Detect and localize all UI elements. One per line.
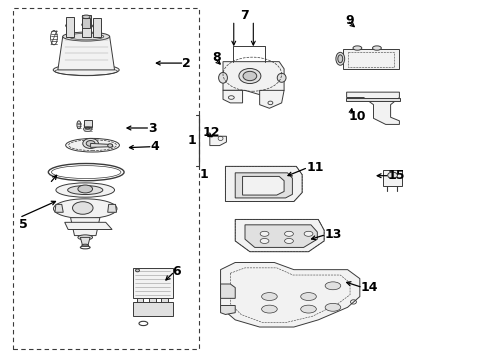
Polygon shape bbox=[133, 268, 172, 298]
Text: 3: 3 bbox=[148, 122, 157, 135]
Ellipse shape bbox=[262, 293, 277, 301]
Polygon shape bbox=[71, 218, 100, 235]
Polygon shape bbox=[260, 90, 284, 108]
Bar bbox=[84, 120, 92, 127]
Ellipse shape bbox=[82, 23, 91, 27]
Text: 6: 6 bbox=[172, 265, 181, 278]
Ellipse shape bbox=[325, 303, 341, 311]
Polygon shape bbox=[55, 204, 63, 212]
Ellipse shape bbox=[84, 122, 91, 129]
Ellipse shape bbox=[66, 138, 120, 152]
Polygon shape bbox=[223, 90, 243, 103]
Ellipse shape bbox=[304, 231, 313, 236]
Text: 4: 4 bbox=[151, 140, 159, 153]
Polygon shape bbox=[220, 284, 235, 298]
Text: 1: 1 bbox=[187, 134, 196, 147]
Text: 13: 13 bbox=[324, 228, 342, 241]
Ellipse shape bbox=[63, 32, 110, 41]
Ellipse shape bbox=[277, 73, 286, 82]
Ellipse shape bbox=[301, 293, 317, 301]
Bar bbox=[82, 15, 91, 37]
Ellipse shape bbox=[388, 172, 397, 179]
Ellipse shape bbox=[108, 144, 113, 147]
Ellipse shape bbox=[77, 121, 81, 129]
Text: 15: 15 bbox=[388, 169, 405, 182]
Polygon shape bbox=[235, 173, 293, 198]
Bar bbox=[161, 298, 168, 306]
Ellipse shape bbox=[353, 46, 362, 50]
Ellipse shape bbox=[219, 72, 227, 83]
Ellipse shape bbox=[86, 140, 95, 146]
Ellipse shape bbox=[260, 231, 269, 236]
Ellipse shape bbox=[338, 55, 343, 63]
Polygon shape bbox=[383, 170, 402, 186]
Ellipse shape bbox=[262, 305, 277, 313]
Polygon shape bbox=[65, 222, 112, 229]
Ellipse shape bbox=[285, 238, 294, 243]
Ellipse shape bbox=[83, 138, 98, 148]
Polygon shape bbox=[245, 225, 318, 247]
Bar bbox=[137, 298, 144, 306]
Ellipse shape bbox=[136, 269, 140, 272]
Bar bbox=[82, 18, 90, 28]
Bar bbox=[66, 17, 74, 37]
Bar bbox=[13, 8, 198, 348]
Ellipse shape bbox=[372, 46, 381, 50]
Ellipse shape bbox=[336, 52, 344, 65]
Polygon shape bbox=[220, 306, 235, 315]
Polygon shape bbox=[108, 204, 117, 212]
Ellipse shape bbox=[53, 199, 117, 219]
Polygon shape bbox=[210, 136, 226, 145]
Polygon shape bbox=[343, 49, 399, 69]
Polygon shape bbox=[345, 98, 400, 101]
Text: 1: 1 bbox=[200, 168, 209, 181]
Text: 8: 8 bbox=[212, 51, 220, 64]
Ellipse shape bbox=[82, 244, 89, 246]
Polygon shape bbox=[235, 220, 324, 252]
Text: 2: 2 bbox=[182, 57, 191, 69]
Ellipse shape bbox=[82, 15, 90, 19]
Ellipse shape bbox=[93, 24, 101, 28]
Ellipse shape bbox=[243, 71, 257, 81]
Polygon shape bbox=[133, 302, 172, 316]
Text: 9: 9 bbox=[345, 14, 354, 27]
Ellipse shape bbox=[53, 64, 119, 76]
Ellipse shape bbox=[56, 183, 115, 197]
Ellipse shape bbox=[301, 305, 317, 313]
Text: 7: 7 bbox=[240, 9, 249, 22]
Polygon shape bbox=[225, 166, 302, 202]
Ellipse shape bbox=[73, 202, 93, 214]
Text: 5: 5 bbox=[19, 218, 28, 231]
Polygon shape bbox=[220, 262, 360, 327]
Polygon shape bbox=[243, 176, 284, 195]
Ellipse shape bbox=[78, 235, 93, 240]
Polygon shape bbox=[80, 237, 90, 244]
Ellipse shape bbox=[239, 68, 261, 84]
Text: 12: 12 bbox=[202, 126, 220, 139]
Polygon shape bbox=[91, 143, 113, 147]
Bar bbox=[93, 18, 101, 37]
Text: 10: 10 bbox=[348, 110, 366, 123]
Text: 11: 11 bbox=[306, 161, 323, 174]
Polygon shape bbox=[223, 62, 284, 98]
Ellipse shape bbox=[68, 185, 103, 194]
Ellipse shape bbox=[66, 23, 74, 28]
Ellipse shape bbox=[260, 238, 269, 243]
Bar bbox=[149, 298, 156, 306]
Ellipse shape bbox=[325, 282, 341, 290]
Ellipse shape bbox=[285, 231, 294, 236]
Ellipse shape bbox=[78, 185, 93, 193]
Polygon shape bbox=[58, 37, 115, 70]
Text: 14: 14 bbox=[361, 281, 378, 294]
Polygon shape bbox=[346, 92, 399, 125]
